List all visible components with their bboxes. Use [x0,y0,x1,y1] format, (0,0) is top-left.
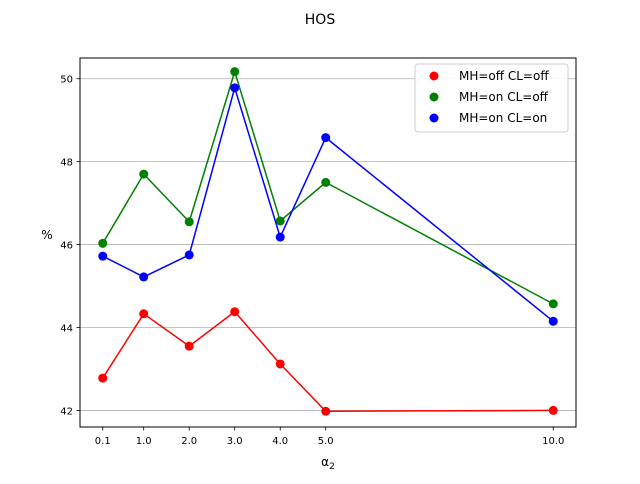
data-point [98,251,108,261]
x-axis-ticks: 0.1 1.0 2.0 3.0 4.0 5.0 10.0 [95,427,564,447]
data-point [275,232,285,242]
data-point [230,83,240,93]
legend-label: MH=off CL=off [459,69,549,83]
series-group [98,67,558,309]
legend-box [414,63,569,133]
x-tick-label: 5.0 [318,436,334,447]
x-tick-label: 0.1 [95,436,111,447]
data-point [139,272,149,282]
data-point [98,238,108,248]
data-point [548,299,558,309]
y-axis-label: % [41,228,52,242]
legend-label: MH=on CL=off [459,90,549,104]
x-tick-label: 4.0 [272,436,288,447]
data-point [321,177,331,187]
legend-entries: MH=off CL=off MH=on CL=off MH=on CL=on [429,69,549,125]
data-point [98,373,108,383]
data-point [184,250,194,260]
x-axis-label-subscript: 2 [329,462,335,472]
y-tick-label: 44 [60,323,73,334]
data-point [230,307,240,317]
data-point [139,169,149,179]
data-point [321,406,331,416]
x-tick-label: 10.0 [542,436,564,447]
legend: MH=off CL=off MH=on CL=off MH=on CL=on [414,63,569,133]
data-point [184,217,194,227]
x-tick-label: 3.0 [227,436,243,447]
series-group [98,83,558,326]
data-point [548,405,558,415]
x-tick-label: 2.0 [181,436,197,447]
legend-label: MH=on CL=on [459,111,547,125]
legend-marker [429,113,439,123]
y-tick-label: 42 [60,406,73,417]
data-point [230,67,240,77]
data-point [321,133,331,143]
plot-frame [79,57,577,428]
data-point [548,316,558,326]
x-axis-label-main: α [321,455,329,469]
chart-title: HOS [305,12,336,28]
data-point [275,359,285,369]
y-tick-label: 46 [60,241,73,252]
y-tick-label: 50 [60,75,73,86]
data-point [275,216,285,226]
x-tick-label: 1.0 [136,436,152,447]
y-tick-label: 48 [60,158,73,169]
series-group [98,307,558,416]
legend-marker [429,92,439,102]
data-point [184,341,194,351]
y-axis-ticks: 42 44 46 48 50 [60,75,80,417]
data-point [139,309,149,319]
legend-marker [429,71,439,81]
x-axis-label: α2 [321,455,335,472]
series-layer [98,67,558,416]
